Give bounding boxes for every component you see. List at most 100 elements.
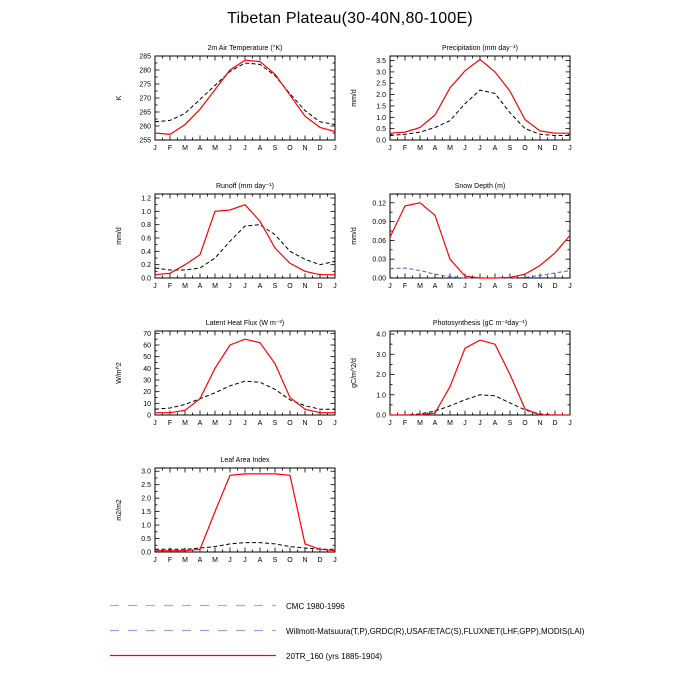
legend-item-model-run: 20TR_160 (yrs 1885-1904) — [108, 644, 585, 669]
x-tick-label: F — [403, 420, 407, 427]
y-tick-label: 0.4 — [141, 249, 151, 256]
x-tick-label: M — [447, 283, 453, 290]
chart-title: Leaf Area Index — [220, 457, 270, 464]
x-tick-label: N — [302, 557, 307, 564]
y-tick-label: 0 — [147, 413, 151, 420]
x-tick-label: J — [463, 283, 467, 290]
x-tick-label: J — [243, 145, 247, 152]
chart-leaf-area-index: Leaf Area Index m2/m2 0.0 0.5 1.0 1.5 2.0 2.5 3.… — [107, 452, 343, 570]
chart-title: 2m Air Temperature (°K) — [207, 44, 282, 52]
chart-2m-air-temperature: 2m Air Temperature (°K) K 255 260 265 270 275 2… — [107, 40, 343, 158]
x-tick-label: M — [212, 283, 218, 290]
x-tick-label: J — [243, 420, 247, 427]
series-line — [389, 58, 570, 134]
y-tick-label: 3.0 — [376, 352, 386, 359]
x-tick-label: J — [478, 145, 482, 152]
x-tick-label: J — [153, 283, 157, 290]
x-tick-label: A — [493, 283, 498, 290]
plot-frame — [389, 55, 571, 141]
x-tick-label: A — [198, 145, 203, 152]
x-tick-label: N — [537, 283, 542, 290]
y-axis-label: K — [116, 95, 123, 100]
legend-key-line — [110, 629, 276, 631]
chart-title: Photosynthesis (gC m⁻²day⁻¹) — [433, 320, 527, 327]
chart-title: Snow Depth (m) — [455, 183, 506, 190]
x-tick-label: O — [287, 420, 293, 427]
y-tick-label: 280 — [139, 68, 151, 75]
chart-svg: Latent Heat Flux (W m⁻²) W/m^2 0 10 20 30 40 50… — [116, 320, 337, 427]
legend-line-dashed-blue — [108, 623, 278, 641]
chart-precipitation: Precipitation (mm day⁻¹) mm/d 0.0 0.5 1.0 1.5… — [342, 40, 578, 158]
x-tick-label: D — [552, 420, 557, 427]
x-tick-label: J — [463, 420, 467, 427]
legend-line-solid-red — [108, 648, 278, 666]
legend-label: CMC 1980-1996 — [286, 602, 345, 611]
x-tick-label: S — [508, 283, 513, 290]
chart-runoff: Runoff (mm day⁻¹) mm/d 0.0 0.2 0.4 0.6 0.8 1.0 1… — [107, 178, 343, 296]
x-tick-label: A — [198, 420, 203, 427]
x-tick-label: D — [317, 283, 322, 290]
legend-label: 20TR_160 (yrs 1885-1904) — [286, 652, 383, 661]
x-tick-label: O — [287, 557, 293, 564]
x-tick-label: J — [333, 557, 337, 564]
y-tick-label: 285 — [139, 54, 151, 61]
x-tick-label: A — [433, 283, 438, 290]
x-tick-label: D — [317, 145, 322, 152]
series-line — [154, 204, 335, 276]
x-tick-label: J — [478, 420, 482, 427]
x-tick-label: N — [537, 420, 542, 427]
x-tick-label: J — [568, 420, 572, 427]
legend-key-line — [110, 604, 276, 606]
x-tick-label: S — [508, 420, 513, 427]
plot-frame — [389, 330, 571, 416]
x-tick-label: S — [273, 557, 278, 564]
y-tick-label: 20 — [143, 389, 151, 396]
x-tick-label: J — [388, 420, 392, 427]
series-line — [389, 267, 571, 279]
y-tick-label: 2.5 — [376, 81, 386, 88]
series-line — [389, 89, 570, 136]
x-tick-label: M — [417, 420, 423, 427]
plot-frame — [154, 55, 336, 141]
x-tick-label: A — [258, 557, 263, 564]
y-tick-label: 70 — [143, 331, 151, 338]
y-tick-label: 0.0 — [141, 550, 151, 557]
plot-frame — [154, 193, 336, 279]
x-tick-label: J — [228, 283, 232, 290]
y-tick-label: 1.0 — [376, 115, 386, 122]
y-tick-label: 60 — [143, 343, 151, 350]
x-tick-label: M — [182, 145, 188, 152]
y-tick-label: 2.0 — [376, 92, 386, 99]
x-tick-label: J — [388, 145, 392, 152]
y-tick-label: 275 — [139, 82, 151, 89]
x-tick-label: F — [403, 145, 407, 152]
series-line — [390, 394, 570, 416]
y-tick-label: 260 — [139, 124, 151, 131]
chart-title: Runoff (mm day⁻¹) — [216, 183, 274, 190]
y-axis-label: W/m^2 — [116, 362, 123, 384]
x-tick-label: J — [228, 420, 232, 427]
x-tick-label: A — [198, 557, 203, 564]
y-tick-label: 265 — [139, 110, 151, 117]
x-tick-label: S — [273, 283, 278, 290]
x-tick-label: M — [212, 420, 218, 427]
chart-svg: Snow Depth (m) mm/d 0.00 0.03 0.06 0.09 0.12 J F… — [351, 183, 572, 290]
y-tick-label: 0.03 — [372, 257, 386, 264]
y-tick-label: 0.0 — [141, 276, 151, 283]
x-tick-label: J — [333, 283, 337, 290]
x-tick-label: D — [317, 420, 322, 427]
x-tick-label: M — [212, 145, 218, 152]
legend-label: Willmott-Matsuura(T,P),GRDC(R),USAF/ETAC… — [286, 627, 585, 636]
y-tick-label: 0.2 — [141, 262, 151, 269]
x-tick-label: A — [493, 145, 498, 152]
y-axis-label: m2/m2 — [116, 499, 123, 521]
x-tick-label: M — [212, 557, 218, 564]
y-tick-label: 50 — [143, 354, 151, 361]
y-tick-label: 0.5 — [376, 126, 386, 133]
y-tick-label: 0.00 — [372, 276, 386, 283]
x-tick-label: J — [333, 420, 337, 427]
chart-snow-depth: Snow Depth (m) mm/d 0.00 0.03 0.06 0.09 0.12 J F… — [342, 178, 578, 296]
series-line — [154, 224, 336, 271]
y-tick-label: 0.06 — [372, 238, 386, 245]
chart-title: Precipitation (mm day⁻¹) — [442, 45, 518, 52]
